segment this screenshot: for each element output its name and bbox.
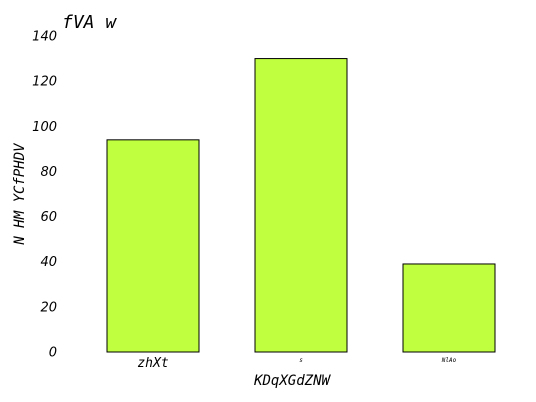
chart-title: fVA w [62, 12, 117, 33]
x-axis-ticks: zhXt s NlAo [137, 356, 456, 371]
y-tick-label: 120 [32, 75, 57, 90]
x-tick-label: s [299, 357, 303, 364]
y-tick-label: 80 [40, 165, 57, 180]
y-axis-ticks: 0 20 40 60 80 100 120 140 [32, 30, 57, 361]
y-tick-label: 40 [40, 255, 57, 270]
y-tick-label: 0 [49, 346, 57, 361]
y-tick-label: 100 [32, 120, 57, 135]
bar-NlAo [402, 263, 496, 353]
bar-zhXt [106, 139, 200, 353]
x-tick-label: NlAo [441, 357, 457, 364]
x-axis-label: KDqXGdZNW [253, 373, 331, 389]
bars [106, 58, 496, 353]
y-tick-label: 140 [32, 30, 57, 45]
x-tick-label: zhXt [137, 356, 168, 371]
y-tick-label: 20 [40, 300, 57, 315]
bar-s [254, 58, 348, 353]
y-tick-label: 60 [40, 210, 57, 225]
y-axis-label: N HM YCfPHDV [12, 142, 28, 246]
